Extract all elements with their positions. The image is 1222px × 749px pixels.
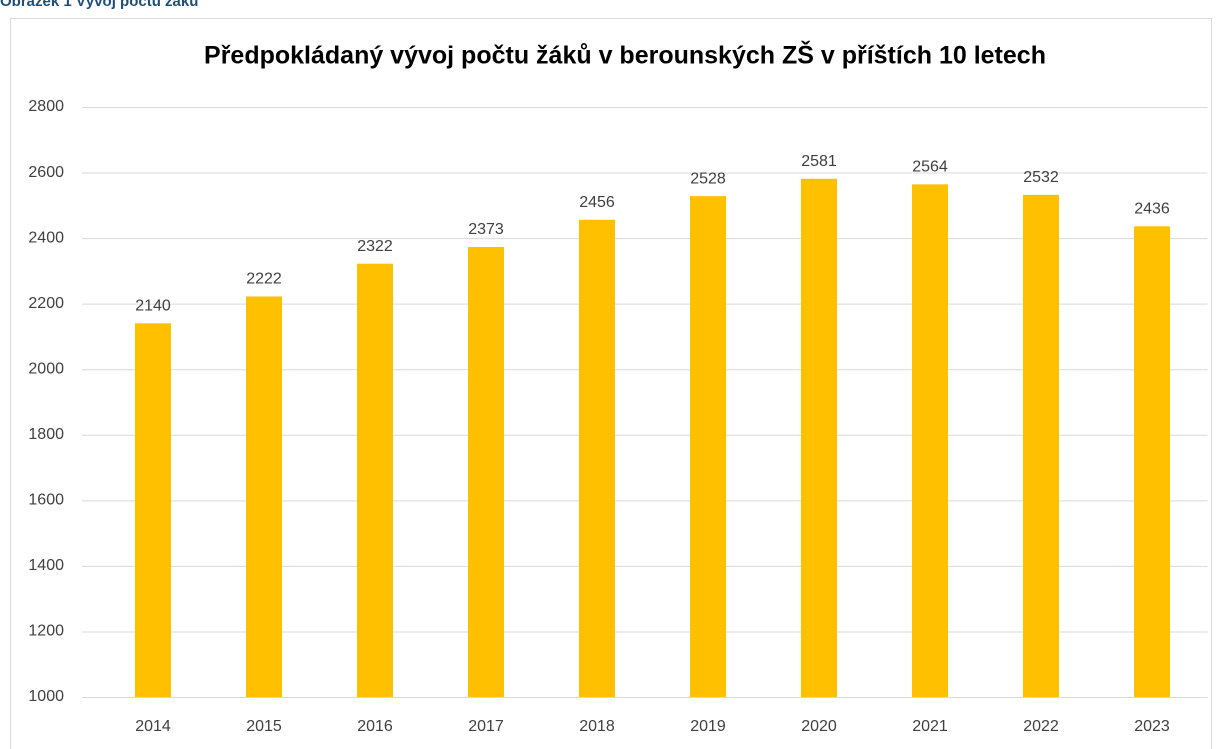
bar	[357, 263, 393, 697]
y-tick-label: 1400	[28, 557, 64, 574]
value-label: 2564	[912, 159, 948, 176]
y-tick-label: 1800	[28, 426, 64, 443]
x-tick-label: 2018	[579, 718, 615, 735]
value-label: 2456	[579, 194, 615, 211]
bar	[246, 296, 282, 697]
x-tick-label: 2015	[246, 718, 282, 735]
caption: Obrázek 1 Vývoj počtu žáků	[0, 0, 198, 10]
value-label: 2322	[357, 238, 393, 255]
bar	[690, 196, 726, 697]
x-tick-label: 2016	[357, 718, 393, 735]
y-tick-label: 2000	[28, 360, 64, 377]
x-tick-label: 2023	[1134, 718, 1170, 735]
value-label: 2581	[801, 153, 837, 170]
bar	[135, 323, 171, 697]
bar	[1134, 226, 1170, 698]
value-label: 2373	[468, 221, 504, 238]
y-tick-label: 1200	[28, 623, 64, 640]
bar	[579, 219, 615, 697]
value-label: 2532	[1023, 169, 1059, 186]
y-tick-label: 1600	[28, 492, 64, 509]
x-tick-label: 2017	[468, 718, 504, 735]
value-label: 2528	[690, 170, 726, 187]
value-label: 2436	[1134, 201, 1170, 218]
bar	[468, 246, 504, 697]
value-label: 2140	[135, 298, 171, 315]
bar	[912, 184, 948, 697]
bar	[801, 178, 837, 698]
value-label: 2222	[246, 271, 282, 288]
chart-title: Předpokládaný vývoj počtu žáků v berouns…	[204, 40, 1046, 70]
x-tick-label: 2019	[690, 718, 726, 735]
y-tick-label: 1000	[28, 688, 64, 705]
x-tick-label: 2021	[912, 718, 948, 735]
bar	[1023, 194, 1059, 697]
x-tick-label: 2022	[1023, 718, 1059, 735]
y-tick-label: 2600	[28, 164, 64, 181]
y-tick-label: 2800	[28, 98, 64, 115]
y-tick-label: 2400	[28, 229, 64, 246]
x-tick-label: 2014	[135, 718, 171, 735]
x-tick-label: 2020	[801, 718, 837, 735]
y-tick-label: 2200	[28, 295, 64, 312]
